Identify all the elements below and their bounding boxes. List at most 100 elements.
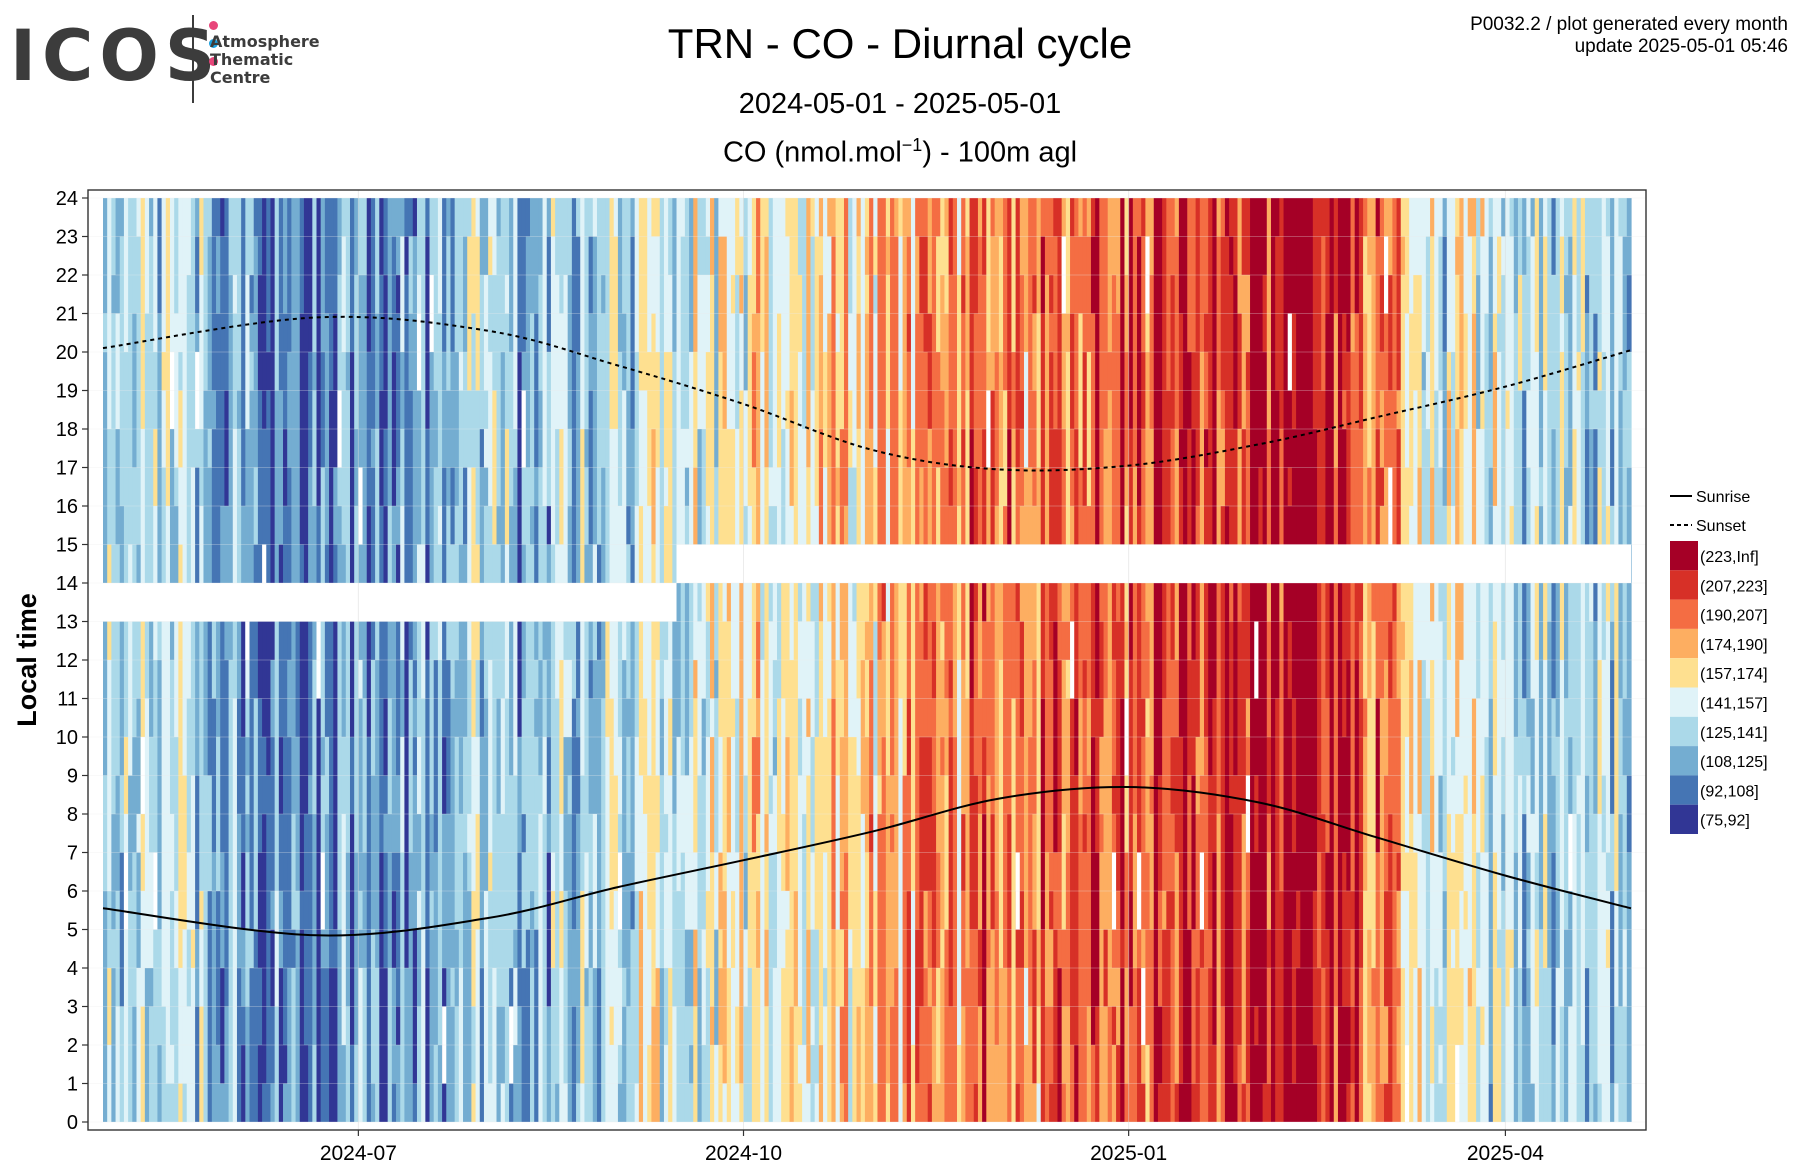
heat-cell: [1015, 968, 1021, 1084]
heat-cell: [1199, 352, 1205, 468]
heat-cell: [1513, 1006, 1519, 1122]
heat-cell: [814, 198, 820, 237]
heat-cell: [400, 198, 406, 237]
heat-cell: [663, 814, 669, 853]
heat-cell: [1007, 198, 1013, 237]
heat-cell: [588, 198, 594, 237]
heat-cell: [864, 698, 870, 737]
heat-cell: [1204, 891, 1209, 930]
heat-cell: [450, 968, 456, 1007]
heat-cell: [136, 814, 142, 853]
heat-cell: [1137, 236, 1142, 352]
heat-cell: [483, 275, 489, 391]
heat-cell: [295, 198, 301, 237]
heat-cell: [1028, 737, 1033, 853]
heat-cell: [710, 698, 715, 737]
heat-cell: [1283, 467, 1289, 583]
heat-cell: [1534, 660, 1540, 776]
heat-cell: [764, 236, 770, 275]
heat-cell: [982, 583, 987, 622]
heat-cell: [253, 236, 259, 275]
heat-cell: [245, 429, 251, 468]
missing-data-bands: [103, 544, 1631, 622]
heat-cell: [266, 390, 272, 429]
heat-cell: [839, 852, 845, 891]
heat-cell: [592, 544, 598, 583]
heat-cell: [1430, 1083, 1435, 1122]
heat-cell: [894, 236, 899, 275]
heat-cell: [182, 390, 188, 429]
heat-cell: [1497, 313, 1502, 352]
heat-cell: [203, 198, 209, 237]
heat-cell: [1028, 198, 1033, 314]
heat-cell: [1082, 1083, 1088, 1122]
heat-cell: [324, 621, 330, 737]
heat-cell: [496, 891, 502, 1007]
heat-cell: [739, 660, 745, 776]
heat-cell: [1476, 1006, 1481, 1045]
heat-cell: [1241, 968, 1247, 1084]
heat-cell: [433, 275, 439, 391]
heat-cell: [1404, 852, 1410, 891]
heat-cell: [1157, 236, 1163, 275]
heat-cell: [316, 429, 322, 468]
heat-cell: [965, 467, 971, 583]
heat-cell: [1522, 275, 1527, 314]
heat-cell: [910, 429, 916, 545]
heat-cell: [1467, 621, 1473, 737]
heat-cell: [634, 1083, 640, 1122]
heat-cell: [1149, 775, 1155, 814]
heat-cell: [471, 275, 477, 314]
heat-cell: [425, 621, 431, 660]
heat-cell: [1589, 198, 1594, 237]
heat-cell: [873, 1083, 879, 1122]
heat-cell: [283, 775, 288, 891]
heat-cell: [517, 621, 523, 737]
heat-cell: [1153, 1006, 1159, 1045]
heat-cell: [659, 313, 665, 352]
heat-cell: [1379, 1083, 1385, 1122]
heat-cell: [936, 737, 941, 853]
heat-cell: [890, 814, 895, 853]
heat-cell: [1497, 390, 1502, 506]
heat-cell: [613, 1006, 619, 1122]
logo-wordmark: ICOS: [10, 15, 222, 97]
heat-cell: [994, 852, 1000, 891]
heat-cell: [1547, 698, 1553, 814]
heat-cell: [525, 583, 531, 699]
heat-cell: [680, 390, 686, 429]
heat-cell: [1254, 1006, 1260, 1045]
heat-cell: [488, 198, 493, 237]
heat-cell: [1576, 737, 1582, 776]
heat-cell: [1589, 313, 1594, 429]
heat-cell: [337, 467, 343, 506]
heat-cell: [1074, 198, 1080, 314]
heat-cell: [1509, 929, 1515, 968]
heat-cell: [333, 198, 339, 314]
heat-cell: [1053, 621, 1059, 737]
heat-cell: [1287, 467, 1293, 506]
heat-cell: [295, 698, 301, 737]
heat-cell: [622, 968, 627, 1007]
heat-cell: [877, 660, 883, 776]
heat-cell: [165, 390, 171, 506]
heat-cell: [1337, 1083, 1343, 1122]
heat-cell: [320, 775, 326, 814]
heat-cell: [1082, 236, 1088, 352]
heat-cell: [605, 352, 611, 468]
heat-cell: [768, 198, 774, 314]
heat-cell: [906, 544, 912, 660]
heat-cell: [1070, 775, 1075, 891]
heat-cell: [550, 852, 556, 891]
heat-cell: [534, 506, 539, 622]
heat-cell: [1241, 583, 1247, 622]
heat-cell: [1049, 313, 1054, 352]
heat-cell: [810, 390, 816, 506]
y-tick-label: 24: [56, 188, 78, 210]
heat-cell: [341, 198, 347, 237]
heat-cell: [957, 275, 962, 391]
heat-cell: [684, 698, 690, 737]
heat-cell: [190, 198, 196, 314]
heat-cell: [1367, 275, 1373, 314]
heat-cell: [1497, 352, 1502, 391]
